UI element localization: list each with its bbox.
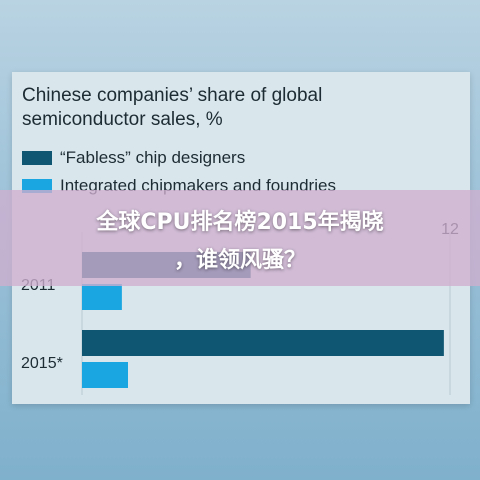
legend-item-fabless: “Fabless” chip designers	[22, 148, 245, 168]
bar-2015-series-0	[82, 330, 444, 356]
chart-title-line-2: semiconductor sales, %	[22, 109, 223, 130]
overlay-title-line-2: ，谁领风骚？	[173, 248, 306, 273]
bar-2015-series-1	[82, 362, 128, 388]
legend-swatch-fabless	[22, 151, 52, 165]
chart-title: Chinese companies’ share of global semic…	[22, 84, 452, 132]
overlay-title-line-1: 全球CPU排名榜2015年揭晓	[96, 210, 384, 235]
legend-swatch-integrated	[22, 179, 52, 193]
title-overlay-banner: 全球CPU排名榜2015年揭晓 ，谁领风骚？	[0, 190, 480, 286]
legend-label-fabless: “Fabless” chip designers	[60, 148, 246, 167]
category-label-1: 2015*	[21, 355, 63, 372]
bar-2011-series-1	[82, 284, 122, 310]
chart-title-line-1: Chinese companies’ share of global	[22, 85, 323, 106]
